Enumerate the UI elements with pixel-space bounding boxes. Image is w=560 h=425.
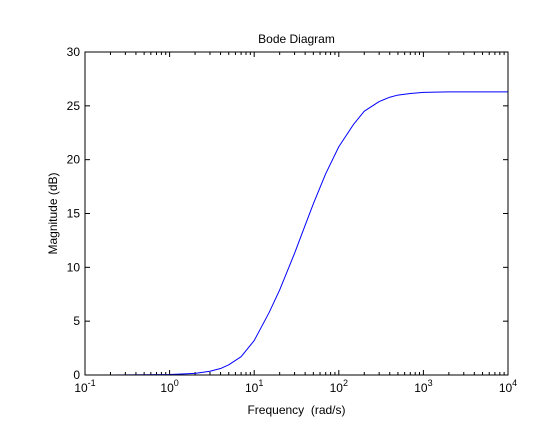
y-tick-label: 25: [67, 99, 81, 113]
x-tick-label-exponent: 2: [343, 378, 348, 388]
x-axis-ticks: 10-1 100 101 102 103 104: [74, 52, 517, 395]
x-tick-label: 104: [499, 378, 517, 395]
y-tick-label: 5: [73, 314, 80, 328]
x-tick-label: 103: [414, 378, 432, 395]
magnitude-series-line: [85, 91, 508, 376]
series-group: [85, 91, 508, 376]
y-axis-title: Magnitude (dB): [46, 172, 60, 254]
x-tick-label-exponent: 1: [258, 378, 263, 388]
x-tick-label-exponent: 3: [428, 378, 433, 388]
x-tick-label: 10-1: [74, 378, 95, 395]
x-tick-label-exponent: -1: [88, 378, 96, 388]
plot-area: [85, 52, 508, 375]
chart-title: Bode Diagram: [258, 32, 335, 46]
y-tick-label: 30: [67, 45, 81, 59]
x-tick-label: 100: [160, 378, 178, 395]
x-tick-label: 102: [330, 378, 348, 395]
x-tick-label-base: 10: [330, 381, 344, 395]
x-tick-label-exponent: 0: [174, 378, 179, 388]
y-tick-label: 15: [67, 207, 81, 221]
y-tick-label: 10: [67, 260, 81, 274]
x-tick-label-base: 10: [414, 381, 428, 395]
x-tick-label-exponent: 4: [512, 378, 517, 388]
axes-box: [84, 51, 509, 376]
x-axis-title: Frequency (rad/s): [247, 403, 345, 417]
x-tick-label: 101: [245, 378, 263, 395]
x-tick-label-base: 10: [160, 381, 174, 395]
x-tick-label-base: 10: [499, 381, 513, 395]
x-tick-label-base: 10: [74, 381, 88, 395]
x-tick-label-base: 10: [245, 381, 259, 395]
y-tick-label: 0: [73, 368, 80, 382]
y-tick-label: 20: [67, 153, 81, 167]
